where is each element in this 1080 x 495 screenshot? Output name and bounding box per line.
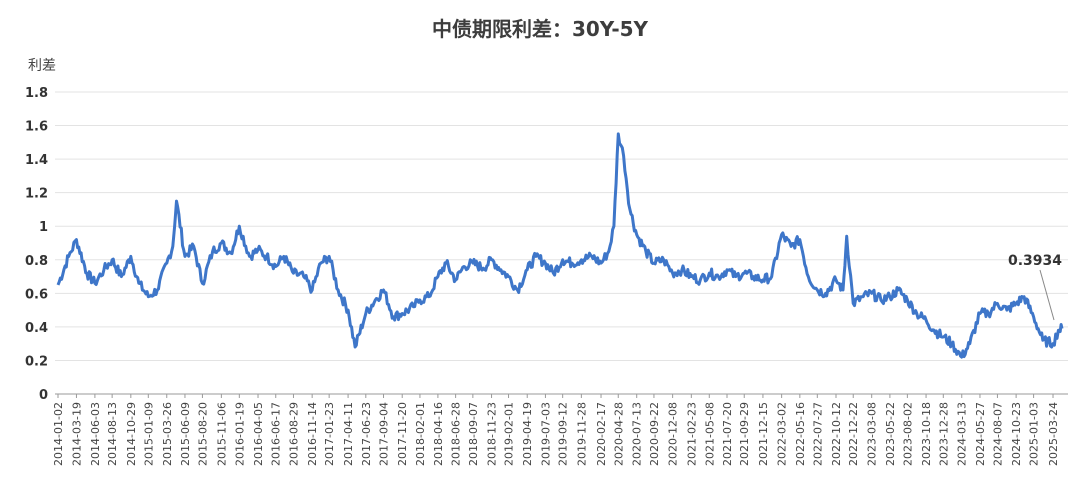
y-tick-label: 0.8 bbox=[25, 254, 48, 269]
x-tick-label: 2018-11-23 bbox=[486, 402, 499, 466]
x-tick-label: 2019-11-28 bbox=[575, 402, 588, 466]
annotation-leader bbox=[1039, 269, 1055, 321]
x-tick-label: 2019-09-12 bbox=[557, 402, 570, 466]
x-tick-label: 2015-01-09 bbox=[142, 402, 155, 466]
x-tick-label: 2024-03-13 bbox=[956, 402, 969, 466]
x-tick-label: 2014-08-13 bbox=[106, 402, 119, 466]
x-tick-label: 2018-06-28 bbox=[450, 402, 463, 466]
x-tick-label: 2020-02-17 bbox=[595, 402, 608, 466]
x-tick-label: 2025-01-03 bbox=[1028, 402, 1041, 466]
x-tick-labels: 2014-01-02 2014-03-19 2014-06-03 2014-08-13… bbox=[52, 394, 1060, 466]
x-tick-label: 2014-06-03 bbox=[89, 402, 102, 466]
x-tick-label: 2018-02-01 bbox=[414, 402, 427, 466]
x-tick-label: 2017-11-20 bbox=[396, 402, 409, 466]
x-tick-label: 2023-05-22 bbox=[884, 402, 897, 466]
y-tick-label: 0.6 bbox=[25, 287, 48, 302]
x-tick-label: 2016-06-17 bbox=[270, 402, 283, 466]
x-tick-label: 2023-12-28 bbox=[937, 402, 950, 466]
x-tick-label: 2016-11-14 bbox=[306, 402, 319, 466]
annotation: 0.3934 bbox=[1008, 253, 1062, 321]
x-tick-label: 2015-06-09 bbox=[179, 402, 192, 466]
x-tick-label: 2025-03-24 bbox=[1047, 402, 1060, 466]
y-tick-label: 0.4 bbox=[25, 321, 48, 336]
x-tick-label: 2019-07-03 bbox=[539, 402, 552, 466]
x-tick-label: 2017-06-23 bbox=[360, 402, 373, 466]
y-tick-label: 1.4 bbox=[25, 153, 48, 168]
x-tick-label: 2022-07-27 bbox=[811, 402, 824, 466]
x-tick-label: 2020-04-28 bbox=[612, 402, 625, 466]
x-tick-label: 2021-07-20 bbox=[721, 402, 734, 466]
series-line bbox=[56, 132, 1064, 359]
x-tick-label: 2015-08-20 bbox=[196, 402, 209, 466]
x-tick-label: 2015-03-26 bbox=[161, 402, 174, 466]
x-tick-label: 2022-10-12 bbox=[830, 402, 843, 466]
x-tick-label: 2019-02-01 bbox=[503, 402, 516, 466]
x-tick-label: 2022-05-16 bbox=[794, 402, 807, 466]
x-tick-label: 2021-02-23 bbox=[685, 402, 698, 466]
x-tick-label: 2015-11-06 bbox=[215, 402, 228, 466]
x-tick-label: 2024-08-07 bbox=[991, 402, 1004, 466]
x-tick-label: 2020-09-22 bbox=[648, 402, 661, 466]
x-tick-label: 2014-10-29 bbox=[125, 402, 138, 466]
x-tick-label: 2019-04-19 bbox=[521, 402, 534, 466]
x-tick-label: 2023-10-18 bbox=[920, 402, 933, 466]
x-tick-label: 2017-01-23 bbox=[323, 402, 336, 466]
x-tick-label: 2021-12-15 bbox=[757, 402, 770, 466]
y-axis-label: 利差 bbox=[28, 58, 56, 74]
x-tick-label: 2014-01-02 bbox=[52, 402, 65, 466]
x-tick-label: 2016-04-05 bbox=[252, 402, 265, 466]
annotation-label: 0.3934 bbox=[1008, 253, 1062, 269]
y-tick-label: 0 bbox=[39, 388, 48, 403]
x-tick-label: 2021-09-29 bbox=[738, 402, 751, 466]
chart-title: 中债期限利差：30Y-5Y bbox=[432, 17, 649, 41]
x-tick-label: 2024-05-27 bbox=[974, 402, 987, 466]
x-tick-label: 2018-04-16 bbox=[432, 402, 445, 466]
x-tick-label: 2018-09-07 bbox=[467, 402, 480, 466]
gridlines bbox=[55, 91, 1068, 361]
y-tick-label: 1 bbox=[39, 220, 48, 235]
x-tick-label: 2016-08-29 bbox=[287, 402, 300, 466]
x-tick-label: 2022-03-02 bbox=[776, 402, 789, 466]
x-tick-label: 2023-08-02 bbox=[901, 402, 914, 466]
x-tick-label: 2020-07-13 bbox=[631, 402, 644, 466]
y-tick-label: 1.8 bbox=[25, 86, 48, 101]
x-tick-label: 2014-03-19 bbox=[70, 402, 83, 466]
x-tick-label: 2016-01-19 bbox=[233, 402, 246, 466]
y-tick-label: 0.2 bbox=[25, 354, 48, 369]
y-tick-labels: 0 0.2 0.4 0.6 0.8 1 1.2 1.4 1.6 1.8 bbox=[25, 86, 48, 403]
y-tick-label: 1.6 bbox=[25, 120, 48, 135]
x-tick-label: 2017-04-11 bbox=[342, 402, 355, 466]
x-tick-label: 2022-12-22 bbox=[847, 402, 860, 466]
x-tick-label: 2024-10-23 bbox=[1010, 402, 1023, 466]
x-tick-label: 2021-05-08 bbox=[703, 402, 716, 466]
x-tick-label: 2017-09-04 bbox=[378, 402, 391, 466]
x-tick-label: 2020-12-08 bbox=[667, 402, 680, 466]
y-tick-label: 1.2 bbox=[25, 187, 48, 202]
x-tick-label: 2023-03-08 bbox=[866, 402, 879, 466]
series bbox=[56, 132, 1064, 359]
